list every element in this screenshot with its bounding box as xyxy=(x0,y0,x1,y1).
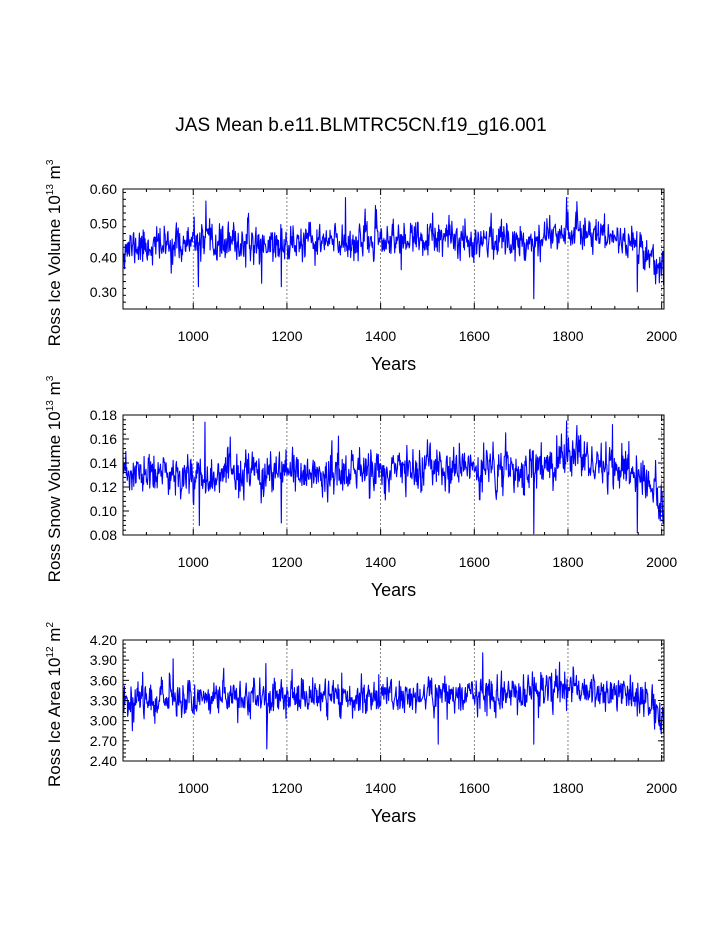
x-axis-title: Years xyxy=(371,806,416,826)
y-axis-title-part: 13 xyxy=(45,184,56,196)
y-tick-label: 0.16 xyxy=(90,431,117,447)
y-tick-label: 0.30 xyxy=(90,284,117,300)
x-axis-title: Years xyxy=(371,580,416,600)
x-tick-label: 1800 xyxy=(552,554,583,570)
y-axis-title: Ross Snow Volume 1013 m3 xyxy=(45,375,64,582)
panel-ice_area: 1000 1200 1400 1600 1800 2000 2.40 2.70 3.00 3.30… xyxy=(45,622,677,826)
x-tick-label: 1600 xyxy=(459,554,490,570)
y-tick-label: 2.40 xyxy=(90,753,117,769)
panel-ice_volume: 1000 1200 1400 1600 1800 2000 0.30 0.40 0.50 0.60… xyxy=(45,159,677,374)
x-tick-label: 1600 xyxy=(459,328,490,344)
y-tick-label: 0.50 xyxy=(90,215,117,231)
y-axis-title-part: 3 xyxy=(45,159,56,165)
x-tick-label: 1200 xyxy=(271,328,302,344)
y-tick-label: 4.20 xyxy=(90,632,117,648)
y-tick-label: 0.12 xyxy=(90,479,117,495)
panels-container: 1000 1200 1400 1600 1800 2000 0.30 0.40 0.50 0.60… xyxy=(45,159,677,826)
y-axis-title-part: m xyxy=(45,165,64,184)
x-tick-label: 2000 xyxy=(646,554,677,570)
y-axis-title: Ross Ice Volume 1013 m3 xyxy=(45,159,64,346)
y-tick-label: 0.08 xyxy=(90,527,117,543)
x-tick-label: 1400 xyxy=(365,554,396,570)
panel-snow_volume: 1000 1200 1400 1600 1800 2000 0.08 0.10 0.12 0.14… xyxy=(45,375,677,600)
y-axis-title-part: 3 xyxy=(45,375,56,381)
y-tick-label: 3.60 xyxy=(90,672,117,688)
y-axis-title-part: 12 xyxy=(45,646,56,658)
x-tick-label: 1200 xyxy=(271,780,302,796)
y-tick-label: 0.10 xyxy=(90,503,117,519)
x-tick-label: 1200 xyxy=(271,554,302,570)
y-tick-label: 0.14 xyxy=(90,455,117,471)
y-axis-title-part: 13 xyxy=(45,400,56,412)
plot-frame xyxy=(122,188,665,310)
x-tick-label: 2000 xyxy=(646,328,677,344)
series-line-ice_area xyxy=(122,652,665,750)
y-tick-label: 3.30 xyxy=(90,693,117,709)
x-tick-label: 1800 xyxy=(552,780,583,796)
y-tick-label: 2.70 xyxy=(90,733,117,749)
series-line-ice_volume xyxy=(122,197,665,300)
y-axis-title-part: m xyxy=(45,381,64,400)
y-tick-label: 3.90 xyxy=(90,652,117,668)
series-line-snow_volume xyxy=(122,420,665,535)
x-tick-label: 1000 xyxy=(178,554,209,570)
y-tick-label: 0.60 xyxy=(90,181,117,197)
y-axis-title-part: m xyxy=(45,628,64,647)
x-tick-label: 2000 xyxy=(646,780,677,796)
y-tick-label: 0.18 xyxy=(90,407,117,423)
x-tick-label: 1800 xyxy=(552,328,583,344)
y-tick-label: 3.00 xyxy=(90,713,117,729)
y-axis-title-part: 2 xyxy=(45,622,56,628)
y-axis-title-part: Ross Ice Volume 10 xyxy=(45,195,64,346)
y-tick-label: 0.40 xyxy=(90,250,117,266)
x-tick-label: 1600 xyxy=(459,780,490,796)
y-axis-title-part: Ross Ice Area 10 xyxy=(45,658,64,787)
x-tick-label: 1000 xyxy=(178,328,209,344)
x-tick-label: 1400 xyxy=(365,328,396,344)
x-tick-label: 1400 xyxy=(365,780,396,796)
x-axis-title: Years xyxy=(371,354,416,374)
y-axis-title: Ross Ice Area 1012 m2 xyxy=(45,622,64,787)
x-tick-label: 1000 xyxy=(178,780,209,796)
plot-frame xyxy=(122,414,665,536)
y-axis-title-part: Ross Snow Volume 10 xyxy=(45,411,64,582)
chart-title: JAS Mean b.e11.BLMTRC5CN.f19_g16.001 xyxy=(175,115,546,136)
